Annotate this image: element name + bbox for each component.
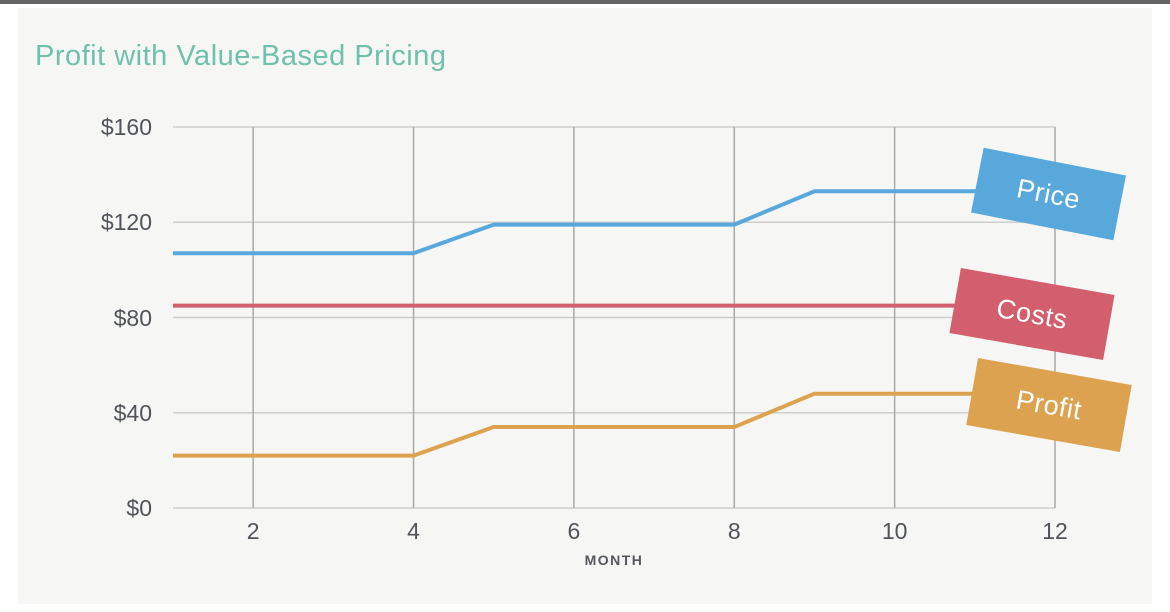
x-axis-tick-label: 10 [881, 518, 908, 544]
x-axis-tick-label: 8 [727, 518, 741, 544]
y-axis-tick-label: $40 [113, 399, 152, 426]
chart-title: Profit with Value-Based Pricing [35, 40, 447, 72]
price-line [173, 189, 1055, 256]
window-top-edge [0, 0, 1170, 4]
y-axis-tick-label: $80 [113, 304, 152, 331]
x-axis-tick-label: 6 [567, 518, 581, 544]
x-axis-title: MONTH [584, 552, 644, 568]
y-axis-tick-label: $0 [126, 495, 152, 521]
x-axis-tick-label: 12 [1042, 518, 1068, 544]
x-axis-tick-label: 2 [246, 518, 260, 544]
y-axis-tick-label: $160 [100, 114, 152, 140]
y-axis-tick-label: $120 [100, 209, 152, 236]
profit-line [173, 391, 1055, 458]
x-axis-tick-label: 4 [407, 518, 420, 544]
